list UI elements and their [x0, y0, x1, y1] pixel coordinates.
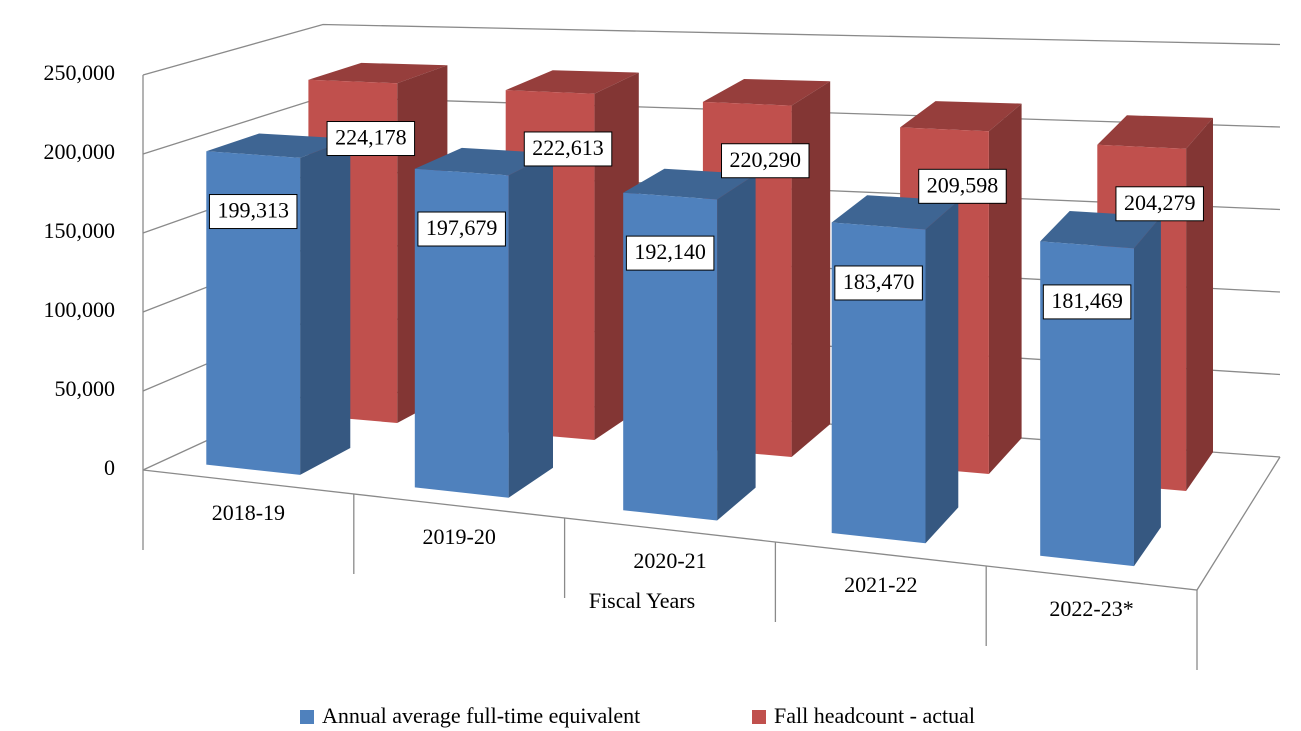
bar-front	[831, 222, 926, 544]
y-tick-label: 50,000	[55, 376, 116, 401]
bar-top	[505, 70, 639, 94]
bar-side	[1186, 117, 1213, 492]
grid-line	[142, 23, 1281, 76]
bar-top	[702, 79, 831, 106]
value-label: 199,313	[217, 198, 289, 223]
bar-side	[791, 81, 831, 458]
y-tick-label: 150,000	[44, 218, 116, 243]
value-label-box	[1042, 284, 1132, 320]
bar-front	[414, 168, 509, 498]
value-label-box	[625, 235, 715, 271]
y-tick-label: 0	[104, 455, 115, 480]
bar	[623, 168, 756, 521]
x-tick-label: 2018-19	[212, 500, 285, 525]
value-label-box	[326, 121, 416, 157]
bar	[831, 195, 959, 544]
bar-side	[508, 153, 553, 498]
value-label-box	[721, 143, 810, 179]
x-tick-label: 2020-21	[633, 548, 706, 573]
bar-side	[300, 138, 351, 475]
value-label: 204,279	[1124, 190, 1196, 215]
value-label: 209,598	[927, 172, 999, 197]
value-label-box	[417, 211, 506, 247]
x-tick-label: 2019-20	[423, 524, 496, 549]
bar	[414, 147, 553, 498]
legend-label: Annual average full-time equivalent	[322, 703, 640, 728]
legend-label: Fall headcount - actual	[774, 703, 975, 728]
legend-swatch	[300, 710, 314, 724]
y-tick-label: 200,000	[44, 139, 116, 164]
bar-front	[1040, 241, 1134, 567]
value-label-box	[834, 265, 923, 301]
x-tick-label: 2021-22	[844, 572, 917, 597]
bar-front	[623, 192, 718, 521]
bar-side	[1134, 216, 1161, 567]
bar-top	[206, 133, 351, 158]
x-axis-label: Fiscal Years	[589, 588, 695, 613]
legend-swatch	[752, 710, 766, 724]
value-label: 224,178	[335, 125, 407, 150]
value-label: 192,140	[634, 239, 706, 264]
value-label: 220,290	[730, 147, 802, 172]
value-label: 197,679	[426, 215, 498, 240]
bar	[1040, 211, 1161, 567]
bar-side	[717, 174, 756, 521]
value-label: 183,470	[843, 269, 915, 294]
bar-top	[900, 101, 1022, 132]
value-label-box	[208, 194, 298, 230]
bar-front	[206, 151, 301, 475]
bar-side	[925, 200, 959, 544]
value-label-box	[1115, 186, 1204, 222]
y-tick-label: 100,000	[44, 297, 116, 322]
value-label-box	[523, 131, 613, 167]
y-tick-label: 250,000	[44, 60, 116, 85]
value-label: 222,613	[532, 135, 604, 160]
bar-top	[308, 62, 448, 84]
bar	[206, 133, 351, 475]
value-label-box	[918, 168, 1007, 204]
bar-top	[1097, 115, 1213, 149]
value-label: 181,469	[1051, 288, 1123, 313]
bar-side	[988, 103, 1022, 474]
x-tick-label: 2022-23*	[1049, 596, 1133, 621]
bar-top	[414, 147, 553, 176]
